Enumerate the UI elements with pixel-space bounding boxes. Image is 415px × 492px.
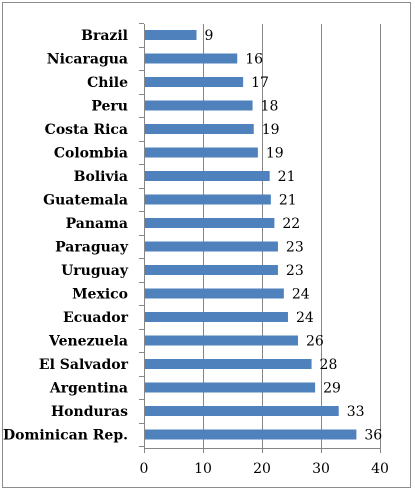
bar	[145, 100, 253, 111]
x-tick-label: 30	[312, 461, 330, 477]
category-label: Mexico	[72, 287, 128, 303]
value-label: 9	[205, 28, 214, 44]
category-label: Uruguay	[61, 263, 129, 279]
bar	[145, 218, 275, 228]
category-label: Chile	[87, 75, 128, 91]
category-label: Peru	[91, 99, 128, 115]
bar	[145, 288, 284, 299]
bar	[145, 30, 197, 40]
value-label: 26	[306, 334, 324, 350]
bar	[145, 335, 298, 346]
category-label: Paraguay	[55, 240, 129, 256]
bar	[145, 382, 316, 393]
bar	[145, 77, 244, 87]
value-label: 18	[261, 99, 279, 115]
category-label: Panama	[66, 216, 128, 232]
bar	[145, 312, 288, 322]
bar	[145, 194, 271, 205]
category-label: Colombia	[54, 146, 128, 162]
category-label: El Salvador	[39, 357, 129, 373]
value-label: 24	[296, 310, 314, 326]
bar	[145, 429, 357, 440]
value-label: 22	[282, 216, 300, 232]
category-label: Honduras	[51, 404, 128, 420]
category-label: Ecuador	[63, 310, 129, 326]
bar	[145, 124, 254, 134]
bar	[145, 241, 278, 252]
bar	[145, 359, 312, 369]
bar	[145, 406, 339, 416]
axes	[139, 23, 381, 453]
value-label: 23	[286, 263, 304, 279]
value-label: 28	[320, 357, 338, 373]
bar	[145, 265, 278, 275]
category-label: Venezuela	[48, 334, 128, 350]
category-label: Guatemala	[43, 193, 128, 209]
bars	[145, 30, 357, 440]
bar	[145, 53, 238, 64]
x-tick-label: 40	[371, 461, 389, 477]
value-label: 21	[278, 169, 296, 185]
value-label: 21	[279, 193, 297, 209]
value-label: 23	[286, 240, 304, 256]
value-label: 24	[292, 287, 310, 303]
value-label: 33	[347, 404, 365, 420]
category-label: Costa Rica	[45, 122, 128, 138]
labels: 0 10 20 30 40 Brazil 9 Nicaragua 16 Chile 17 Peru 18…	[3, 28, 389, 477]
grid-lines	[203, 24, 381, 448]
bar	[145, 171, 270, 181]
category-label: Brazil	[81, 28, 128, 44]
category-label: Argentina	[49, 381, 128, 397]
x-tick-label: 10	[194, 461, 212, 477]
category-label: Dominican Rep.	[3, 428, 128, 444]
value-label: 17	[251, 75, 269, 91]
x-tick-label: 0	[140, 461, 149, 477]
value-label: 36	[364, 428, 382, 444]
category-label: Nicaragua	[47, 52, 128, 68]
bar	[145, 147, 258, 158]
value-label: 29	[323, 381, 341, 397]
category-label: Bolivia	[74, 169, 128, 185]
value-label: 19	[262, 122, 280, 138]
value-label: 16	[245, 52, 263, 68]
x-tick-label: 20	[253, 461, 271, 477]
value-label: 19	[266, 146, 284, 162]
